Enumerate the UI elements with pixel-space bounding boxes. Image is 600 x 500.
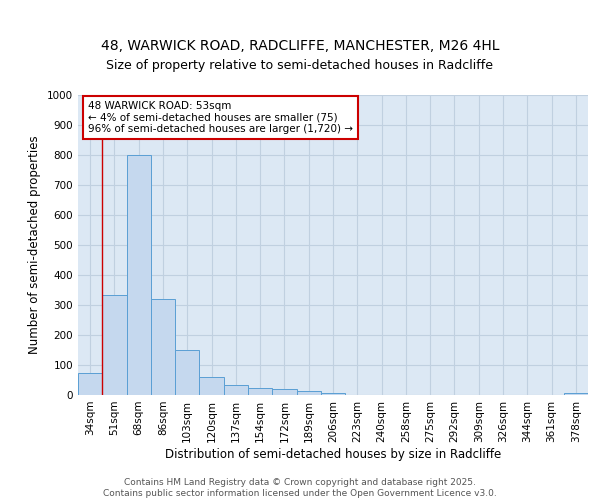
Bar bbox=[296, 391, 321, 395]
Bar bbox=[151, 299, 175, 395]
Bar bbox=[199, 377, 224, 395]
Bar bbox=[248, 388, 272, 395]
Text: 48, WARWICK ROAD, RADCLIFFE, MANCHESTER, M26 4HL: 48, WARWICK ROAD, RADCLIFFE, MANCHESTER,… bbox=[101, 38, 499, 52]
X-axis label: Distribution of semi-detached houses by size in Radcliffe: Distribution of semi-detached houses by … bbox=[165, 448, 501, 460]
Bar bbox=[127, 155, 151, 395]
Text: 48 WARWICK ROAD: 53sqm
← 4% of semi-detached houses are smaller (75)
96% of semi: 48 WARWICK ROAD: 53sqm ← 4% of semi-deta… bbox=[88, 101, 353, 134]
Bar bbox=[564, 392, 588, 395]
Bar bbox=[175, 350, 199, 395]
Bar bbox=[102, 294, 127, 395]
Y-axis label: Number of semi-detached properties: Number of semi-detached properties bbox=[28, 136, 41, 354]
Bar bbox=[78, 372, 102, 395]
Text: Contains HM Land Registry data © Crown copyright and database right 2025.
Contai: Contains HM Land Registry data © Crown c… bbox=[103, 478, 497, 498]
Text: Size of property relative to semi-detached houses in Radcliffe: Size of property relative to semi-detach… bbox=[107, 60, 493, 72]
Bar bbox=[272, 389, 296, 395]
Bar bbox=[321, 393, 345, 395]
Bar bbox=[224, 385, 248, 395]
